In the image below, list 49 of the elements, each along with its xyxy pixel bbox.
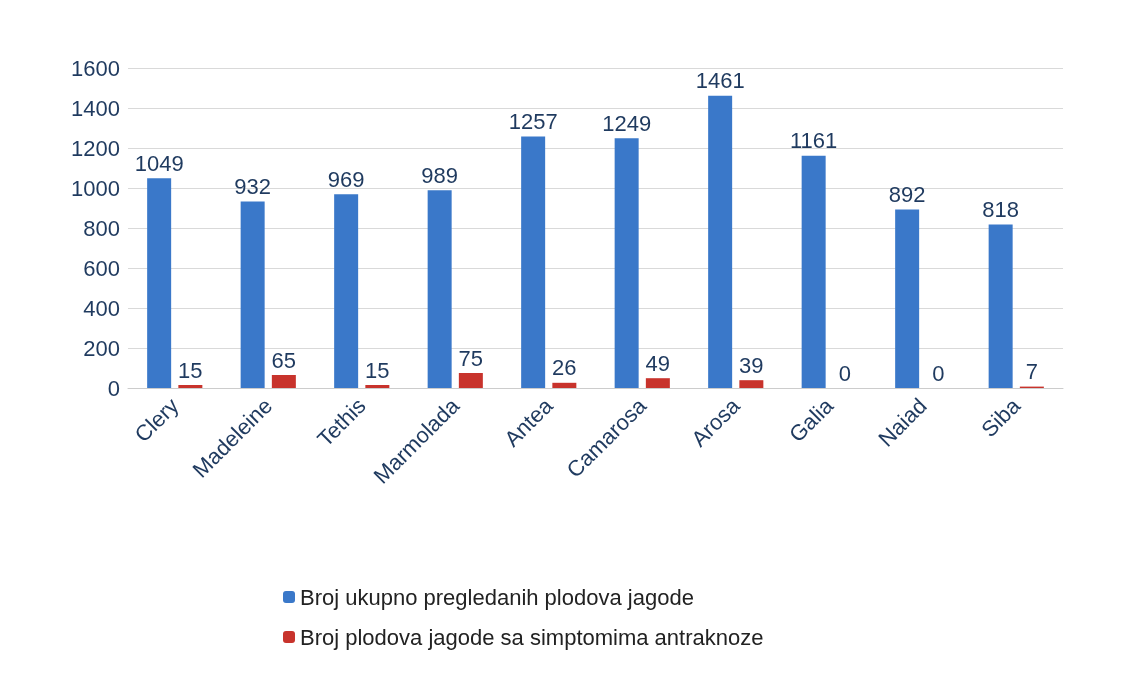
bar [178, 385, 203, 388]
data-label: 7 [1025, 359, 1038, 385]
y-tick-label: 1400 [71, 95, 120, 121]
y-tick-label: 1600 [71, 55, 120, 81]
data-label: 1161 [789, 128, 838, 154]
data-label: 969 [327, 166, 365, 192]
bar [521, 136, 546, 388]
x-tick-label: Siba [976, 392, 1026, 442]
bar [739, 380, 764, 388]
bar [552, 382, 577, 388]
y-tick-label: 1200 [71, 135, 120, 161]
legend-label: Broj ukupno pregledanih plodova jagode [300, 584, 694, 610]
bar [801, 155, 826, 388]
data-label: 15 [365, 357, 390, 383]
y-tick-label: 1000 [71, 175, 120, 201]
data-label: 818 [982, 196, 1020, 222]
bar [240, 201, 265, 388]
bar [427, 190, 452, 388]
data-label: 1249 [602, 110, 652, 136]
y-tick-label: 400 [83, 295, 120, 321]
y-tick-label: 200 [83, 335, 120, 361]
data-label: 989 [421, 162, 459, 188]
y-tick-label: 600 [83, 255, 120, 281]
data-label: 1461 [695, 68, 745, 94]
bar [271, 375, 296, 388]
bar [614, 138, 639, 388]
bar [895, 209, 920, 388]
y-tick-label: 800 [83, 215, 120, 241]
data-label: 49 [645, 350, 671, 376]
data-label: 26 [552, 355, 577, 381]
data-label: 75 [458, 345, 484, 371]
bar [147, 178, 172, 388]
bar [334, 194, 359, 388]
bar [708, 95, 733, 388]
data-label: 892 [888, 182, 926, 208]
legend-label: Broj plodova jagode sa simptomima antraknoze [300, 624, 764, 650]
data-label: 15 [178, 357, 203, 383]
data-label: 0 [838, 360, 851, 386]
bar [645, 378, 670, 388]
y-tick-label: 0 [107, 375, 120, 401]
data-label: 65 [271, 347, 297, 373]
data-label: 0 [932, 360, 945, 386]
data-label: 1049 [134, 150, 184, 176]
data-label: 39 [739, 352, 764, 378]
data-label: 1257 [508, 109, 558, 135]
bar [365, 385, 390, 388]
bar [458, 373, 483, 388]
bar [988, 224, 1013, 388]
data-label: 932 [234, 174, 272, 200]
